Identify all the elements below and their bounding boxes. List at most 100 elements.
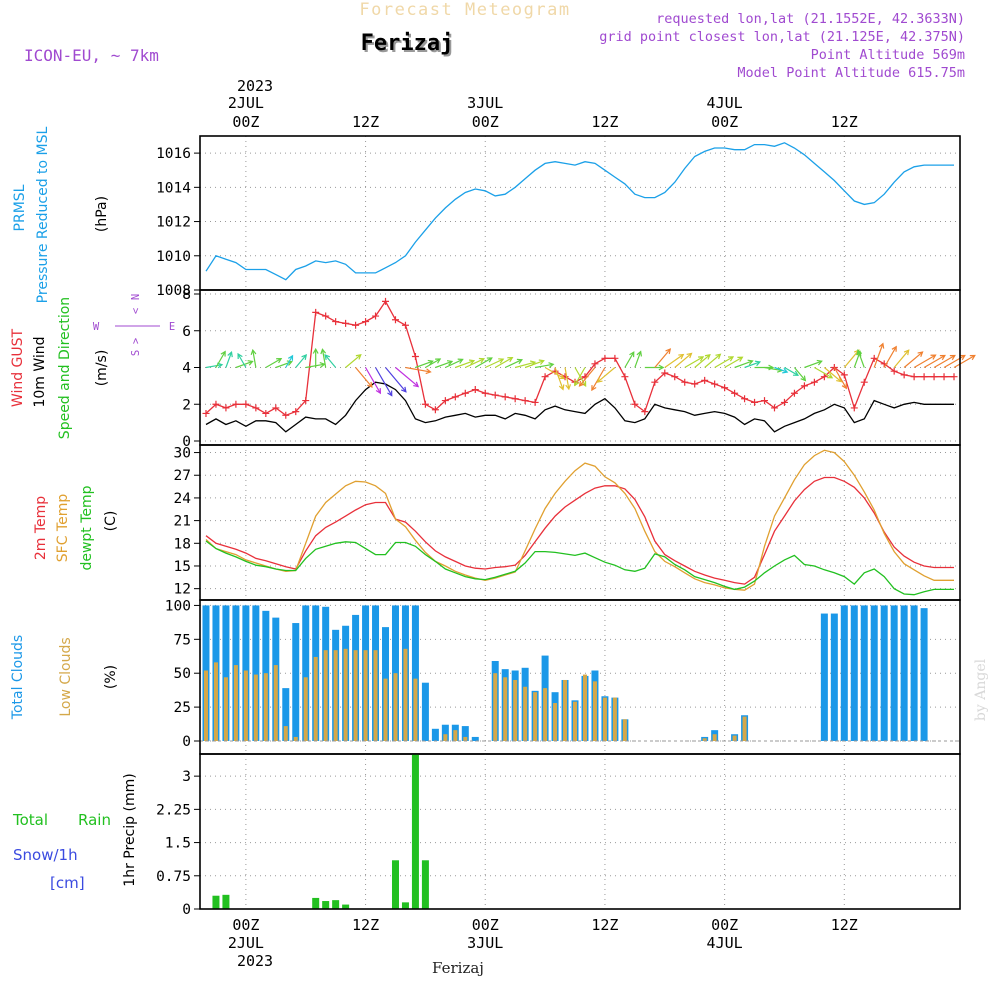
low_clouds-bar: [573, 701, 578, 741]
wind-arrow-head: [800, 375, 807, 382]
wind-arrow: [664, 354, 684, 368]
ytick-label: 6: [182, 324, 191, 340]
top-hour-label: 12Z: [352, 113, 379, 131]
gust-marker: [611, 354, 619, 362]
wind-arrow: [252, 349, 257, 368]
low_clouds-bar: [742, 716, 747, 741]
bottom-hour-label: 12Z: [831, 916, 858, 934]
snow-label: Snow/1h: [13, 846, 78, 864]
wind-arrow: [833, 367, 847, 389]
wind-arrow: [237, 353, 247, 368]
wind-arrows: [205, 342, 976, 397]
dew-label: dewpt Temp: [79, 485, 95, 570]
gust-marker: [352, 321, 360, 329]
wind-arrow-head: [355, 353, 362, 360]
gust-marker: [302, 397, 310, 405]
ytick-label: 12: [174, 582, 191, 598]
wind-arrow-head: [841, 383, 847, 390]
wind-arrow: [321, 349, 327, 368]
wind-arrow-head: [930, 354, 937, 360]
gust-marker: [272, 404, 280, 412]
wind-arrow: [634, 351, 642, 368]
wind-arrow-head: [754, 360, 762, 367]
low_clouds-bar: [373, 650, 378, 741]
low_clouds-bar: [213, 662, 218, 741]
compass-arrow-right: >: [130, 338, 142, 344]
wind-arrow: [445, 358, 463, 369]
rain-bar: [401, 902, 409, 909]
wind-arrow-head: [704, 353, 711, 360]
total_clouds-bar: [292, 623, 300, 741]
gust-marker: [212, 400, 220, 408]
wind-arrow-head: [401, 386, 407, 393]
ytick-label: 18: [174, 536, 191, 552]
wind-arrow: [714, 356, 734, 369]
top-date-label: 2JUL: [228, 94, 264, 112]
wind-arrow: [774, 366, 788, 373]
total_clouds-bar: [840, 605, 848, 741]
wind10m-label: 10m Wind: [32, 336, 48, 407]
wind-arrow: [913, 354, 936, 369]
wind-arrow: [465, 358, 485, 369]
wind-arrow-head: [538, 359, 545, 365]
wind-arrow-head: [559, 373, 566, 380]
wind-arrow-head: [903, 349, 910, 356]
compass-n: N: [130, 294, 142, 300]
wind-arrow: [455, 360, 475, 369]
gust-marker: [481, 389, 489, 397]
location-title: Ferizaj: [361, 31, 454, 56]
low_clouds-bar: [463, 736, 468, 741]
precip-labels: Total Rain Snow/1h [cm] 1hr Precip (mm): [12, 773, 138, 892]
wind-arrow-head: [891, 345, 897, 352]
wind-arrow-head: [698, 356, 705, 362]
wind-arrow: [943, 354, 966, 369]
wind-arrow-head: [375, 388, 381, 395]
wind-arrow: [515, 361, 536, 369]
wind-arrow-head: [591, 385, 597, 392]
wind-arrow-head: [827, 373, 834, 379]
watermark: by Angel: [973, 658, 989, 721]
gust-marker: [441, 397, 449, 405]
total_clouds-bar: [880, 605, 888, 741]
gust-marker: [621, 373, 629, 381]
wind-arrow-head: [629, 351, 635, 358]
ytick-label: 1012: [156, 215, 191, 231]
top-hour-label: 12Z: [591, 113, 618, 131]
low_clouds-bar: [702, 738, 707, 741]
ytick-label: 1008: [156, 283, 191, 299]
low_clouds-bar: [443, 734, 448, 741]
panel-frame: [199, 753, 961, 910]
gust-line: [205, 300, 954, 417]
wind-arrow: [285, 355, 294, 368]
wind-arrow: [793, 367, 806, 381]
total_clouds-bar: [870, 605, 878, 741]
bottom-date-label: 2JUL: [228, 934, 264, 952]
ytick-label: 27: [174, 468, 191, 484]
wind-arrow: [843, 349, 860, 368]
wind-arrow-head: [320, 348, 327, 355]
wind-arrow: [893, 349, 910, 368]
gust-marker: [731, 389, 739, 397]
wind-arrow: [385, 367, 407, 393]
wind-arrow-head: [286, 360, 293, 366]
wind-arrow: [624, 351, 635, 368]
wind-arrow: [484, 358, 504, 369]
total_clouds-bar: [421, 682, 429, 741]
wind-arrow-head: [367, 381, 373, 388]
wind-arrow-head: [237, 352, 243, 360]
snow-unit-label: [cm]: [50, 874, 85, 892]
low_clouds-bar: [203, 670, 208, 741]
top-hour-label: 00Z: [711, 113, 738, 131]
low_clouds-bar: [333, 650, 338, 741]
ytick-label: 75: [174, 632, 191, 648]
gust-marker: [252, 404, 260, 412]
rain-bar: [421, 860, 429, 909]
gust-marker: [411, 352, 419, 360]
total_clouds-bar: [302, 605, 310, 741]
gust-marker: [451, 393, 459, 401]
wind-arrow-head: [792, 370, 800, 376]
gust-marker: [940, 373, 948, 381]
wind-arrow-head: [816, 359, 823, 366]
bottom-date-label: 3JUL: [467, 934, 503, 952]
wind-arrow-head: [427, 359, 434, 366]
